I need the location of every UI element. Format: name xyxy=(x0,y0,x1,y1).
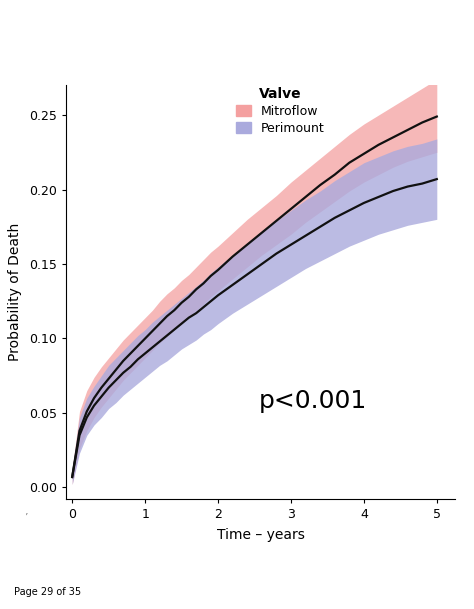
Y-axis label: Probability of Death: Probability of Death xyxy=(9,223,22,362)
Text: p<0.001: p<0.001 xyxy=(259,389,367,413)
Legend: Mitroflow, Perimount: Mitroflow, Perimount xyxy=(236,87,325,135)
X-axis label: Time – years: Time – years xyxy=(217,529,305,543)
Text: Page 29 of 35: Page 29 of 35 xyxy=(14,587,82,597)
Text: ’: ’ xyxy=(24,513,27,523)
